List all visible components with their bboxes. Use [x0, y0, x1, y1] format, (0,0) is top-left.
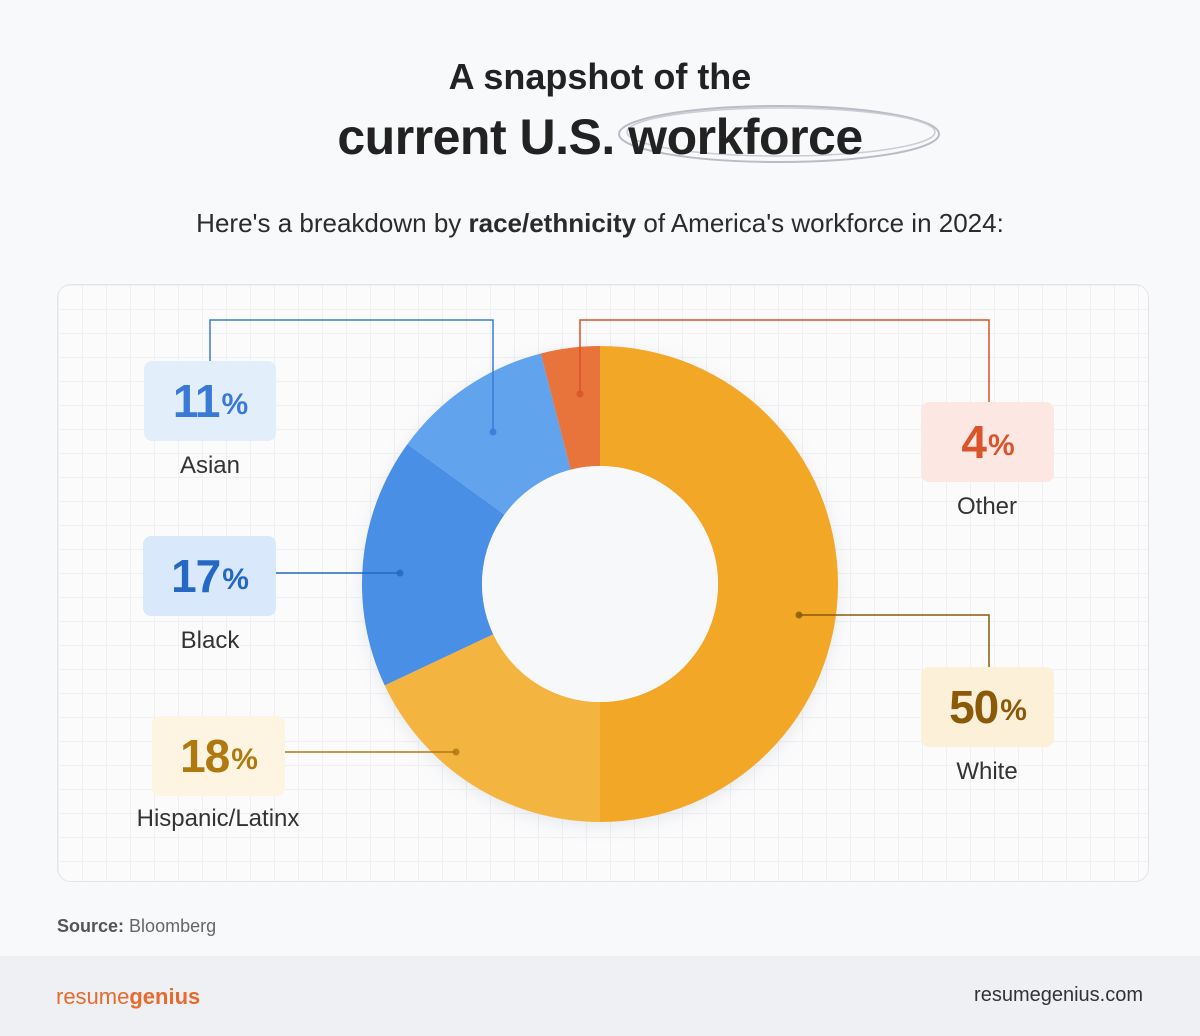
value-black: 17 [171, 550, 221, 602]
donut-hole [482, 466, 718, 702]
source-label: Source: [57, 916, 125, 936]
subtitle: Here's a breakdown by race/ethnicity of … [0, 208, 1200, 239]
brand-bold: genius [129, 984, 201, 1009]
value-white: 50 [949, 681, 999, 733]
badge-asian: 11% [144, 361, 276, 441]
highlight-scribble [618, 105, 941, 163]
slice-black [362, 444, 505, 686]
badge-white: 50% [921, 667, 1054, 747]
subtitle-pre: Here's a breakdown by [196, 208, 469, 238]
leader-line-asian [209, 319, 494, 432]
pct-black: % [222, 563, 249, 596]
title-highlight: workforce [618, 105, 941, 166]
pct-hispanic: % [231, 743, 258, 776]
value-asian: 11 [172, 375, 221, 427]
slice-white [600, 346, 838, 822]
pct-white: % [1000, 694, 1027, 727]
brand-light: resume [56, 984, 130, 1009]
leader-dot-black [396, 569, 404, 577]
label-hispanic: Hispanic/Latinx [136, 805, 300, 832]
title-line-1: A snapshot of the [448, 56, 752, 97]
footer: resumegenius resumegenius.com [0, 956, 1200, 1036]
source-value: Bloomberg [129, 916, 217, 936]
label-other: Other [956, 493, 1018, 520]
slice-asian [407, 353, 571, 515]
leader-line-white [799, 614, 990, 667]
label-asian: Asian [179, 452, 241, 479]
badge-hispanic: 18% [152, 716, 285, 796]
label-black: Black [180, 627, 240, 654]
leader-dot-hispanic [452, 748, 460, 756]
site-link[interactable]: resumegenius.com [974, 984, 1143, 1006]
subtitle-bold: race/ethnicity [468, 208, 637, 238]
source-note: Source: Bloomberg [57, 916, 216, 937]
brand-logo[interactable]: resumegenius [56, 984, 200, 1010]
leader-dot-white [795, 611, 803, 619]
leader-line-other [579, 319, 990, 402]
leader-dot-asian [489, 428, 497, 436]
leader-dot-other [576, 390, 584, 398]
slice-other [540, 346, 600, 470]
title-line-2: current U.S. workforce [0, 105, 1200, 166]
title-highlight-text: workforce [628, 109, 863, 165]
slice-hispanic [384, 634, 600, 822]
title-plain: current U.S. [337, 109, 615, 165]
badge-black: 17% [143, 536, 276, 616]
badge-other: 4% [921, 402, 1054, 482]
pct-other: % [987, 429, 1015, 462]
value-other: 4 [961, 416, 987, 468]
subtitle-post: of America's workforce in 2024: [636, 208, 1004, 238]
value-hispanic: 18 [180, 730, 230, 782]
pct-asian: % [221, 388, 248, 421]
label-white: White [956, 758, 1018, 785]
